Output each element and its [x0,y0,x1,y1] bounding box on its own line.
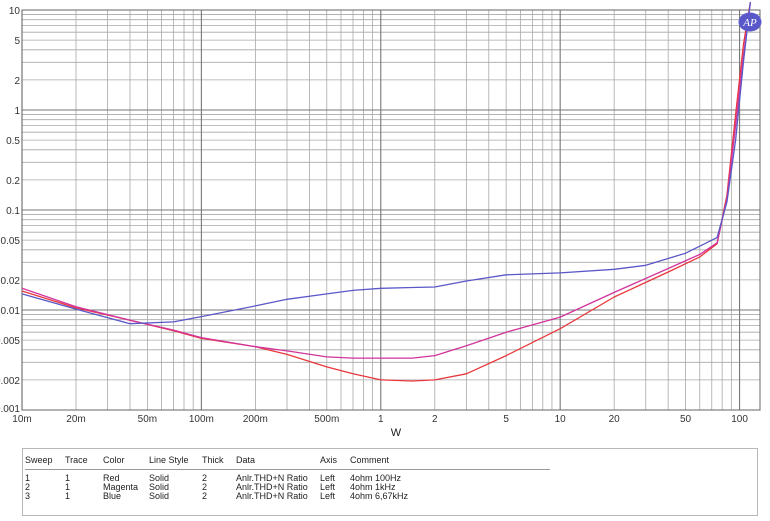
cell-trace: 1 [65,473,71,483]
legend-row: 2 1 Magenta Solid 2 Anlr.THD+N Ratio Lef… [25,483,550,492]
y-tick-label: 0.2 [6,176,20,187]
cell-axis: Left [320,473,336,483]
y-tick-labels: 10 5 2 1 0.5 0.2 0.1 0.05 0.02 0.01 0.005 0.002 0.00… [0,6,20,415]
header-data: Data [236,451,320,470]
series-layer [21,1,752,382]
header-sweep: Sweep [25,451,65,470]
cell-data: Anlr.THD+N Ratio [236,473,308,483]
header-comment: Comment [350,451,550,470]
x-tick-label: 200m [243,414,268,425]
cell-axis: Left [320,491,336,501]
x-tick-label: 20m [66,414,85,425]
y-tick-label: 2 [14,76,20,87]
x-tick-labels: 10m 20m 50m 100m 200m 500m 1 2 5 10 20 50 100 [12,414,748,425]
cell-line-style: Solid [149,491,170,501]
x-tick-label: 100 [731,414,748,425]
cell-data: Anlr.THD+N Ratio [236,482,308,492]
y-tick-label: 0.1 [6,206,20,217]
cell-axis: Left [320,482,336,492]
x-tick-label: 50 [680,414,692,425]
cell-trace: 1 [65,482,71,492]
cell-thick: 2 [202,482,208,492]
y-tick-label: 0.02 [1,276,21,287]
cell-comment: 4ohm 100Hz [350,473,402,483]
cell-sweep: 3 [25,491,31,501]
cell-color: Blue [103,491,122,501]
y-tick-label: 0.005 [0,336,20,347]
x-tick-label: 10m [12,414,31,425]
x-tick-label: 5 [503,414,509,425]
header-trace: Trace [65,451,103,470]
cell-trace: 1 [65,491,71,501]
x-tick-label: 20 [609,414,621,425]
cell-data: Anlr.THD+N Ratio [236,491,308,501]
y-tick-label: 10 [9,6,21,17]
x-tick-label: 50m [138,414,157,425]
ap-logo-icon: AP [738,12,762,32]
legend-table: Sweep Trace Color Line Style Thick Data … [22,448,758,516]
cell-thick: 2 [202,473,208,483]
thd-chart: 10m 20m 50m 100m 200m 500m 1 2 5 10 20 50 100 105210… [0,1,761,439]
x-tick-label: 100m [189,414,214,425]
y-tick-label: 1 [14,106,20,117]
cell-color: Red [103,473,120,483]
series-line-3 [21,2,752,325]
header-color: Color [103,451,149,470]
x-tick-label: 2 [432,414,438,425]
cell-sweep: 2 [25,482,31,492]
y-tick-label: 0.001 [0,404,20,415]
cell-thick: 2 [202,491,208,501]
cell-line-style: Solid [149,482,170,492]
x-axis-title: W [391,427,402,439]
logo-text: AP [742,17,757,29]
y-tick-label: 5 [14,36,20,47]
plot-frame [21,9,761,411]
legend-row: 3 1 Blue Solid 2 Anlr.THD+N Ratio Left 4… [25,492,550,501]
y-tick-label: 0.01 [1,306,21,317]
header-line-style: Line Style [149,451,202,470]
cell-line-style: Solid [149,473,170,483]
header-axis: Axis [320,451,350,470]
header-thick: Thick [202,451,236,470]
cell-color: Magenta [103,482,139,492]
legend-header-row: Sweep Trace Color Line Style Thick Data … [25,451,550,470]
x-tick-label: 1 [378,414,384,425]
y-tick-label: 0.05 [1,236,21,247]
legend-row: 1 1 Red Solid 2 Anlr.THD+N Ratio Left 4o… [25,474,550,483]
cell-sweep: 1 [25,473,31,483]
cell-comment: 4ohm 6,67kHz [350,491,409,501]
x-tick-label: 10 [555,414,567,425]
cell-comment: 4ohm 1kHz [350,482,396,492]
x-tick-label: 500m [314,414,339,425]
y-tick-label: 0.5 [6,136,20,147]
y-tick-label: 0.002 [0,376,20,387]
